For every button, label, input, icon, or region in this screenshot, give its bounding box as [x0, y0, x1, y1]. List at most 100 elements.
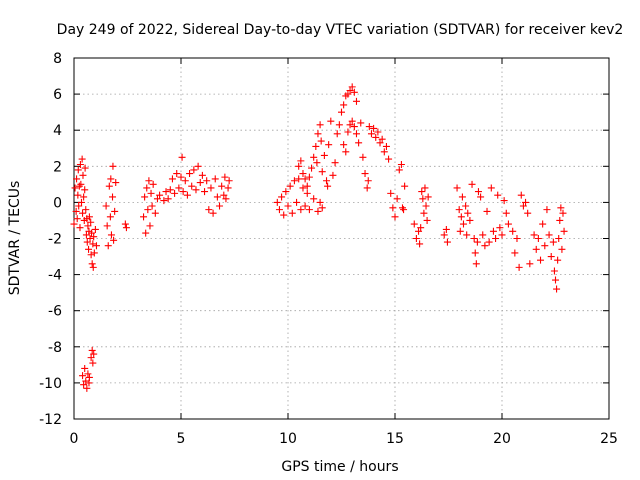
data-point: [179, 188, 187, 196]
data-point: [511, 249, 519, 257]
data-point: [453, 184, 461, 192]
y-tick-label: -6: [48, 304, 62, 320]
data-point: [224, 184, 232, 192]
data-point: [327, 117, 335, 125]
data-point: [346, 86, 354, 94]
data-point: [188, 182, 196, 190]
data-point: [463, 231, 471, 239]
data-point: [552, 276, 559, 284]
data-point: [192, 186, 200, 194]
data-point: [350, 88, 358, 96]
data-point: [423, 216, 431, 224]
data-point: [456, 227, 464, 235]
data-point: [303, 182, 311, 190]
data-point: [178, 153, 186, 161]
data-point: [401, 182, 409, 190]
data-point: [376, 139, 384, 147]
data-point: [146, 222, 154, 230]
data-point: [310, 153, 318, 161]
data-point: [81, 164, 89, 172]
data-point: [205, 206, 213, 214]
data-point: [83, 384, 91, 392]
x-tick-label: 10: [279, 431, 297, 447]
data-point: [91, 225, 99, 233]
data-point: [342, 148, 350, 156]
data-point: [355, 139, 363, 147]
data-point: [391, 213, 399, 221]
data-point: [395, 166, 403, 174]
data-point: [90, 350, 98, 358]
data-point: [83, 238, 91, 246]
y-tick-label: -8: [48, 340, 62, 356]
data-point: [541, 242, 549, 250]
data-point: [79, 209, 87, 217]
data-point: [103, 222, 111, 230]
data-point: [301, 175, 309, 183]
data-point: [273, 198, 281, 206]
data-point: [348, 117, 356, 125]
data-point: [280, 211, 288, 219]
data-point: [346, 121, 354, 129]
data-point: [162, 188, 170, 196]
data-point: [181, 177, 189, 185]
data-point: [293, 198, 301, 206]
data-point: [145, 177, 153, 185]
data-point: [297, 206, 305, 214]
data-point: [335, 121, 343, 129]
data-point: [88, 260, 96, 268]
data-point: [559, 209, 567, 217]
x-tick-label: 25: [600, 431, 618, 447]
data-point: [89, 359, 97, 367]
data-point: [378, 135, 386, 143]
data-point: [89, 240, 97, 248]
data-point: [201, 188, 209, 196]
data-point: [555, 235, 563, 242]
data-point: [183, 191, 191, 199]
data-point: [149, 180, 157, 188]
data-point: [498, 231, 506, 239]
data-point: [560, 227, 568, 235]
y-tick-label: 6: [53, 87, 62, 103]
data-point: [364, 177, 372, 185]
data-point: [186, 170, 194, 178]
data-point: [410, 220, 418, 228]
data-point: [166, 186, 174, 194]
data-point: [102, 202, 110, 210]
data-point: [177, 173, 185, 181]
grid-lines: [74, 58, 609, 419]
data-point: [305, 173, 313, 181]
data-point: [85, 245, 93, 253]
data-point: [477, 193, 485, 201]
data-point: [398, 204, 406, 212]
data-point: [168, 175, 176, 183]
data-point: [485, 238, 493, 246]
data-point: [81, 364, 89, 372]
data-point: [171, 189, 179, 197]
data-point: [288, 209, 296, 217]
data-point: [489, 227, 497, 235]
data-point: [153, 195, 161, 203]
data-point: [370, 124, 378, 132]
data-point: [513, 235, 521, 242]
data-point: [420, 209, 428, 217]
data-point: [471, 249, 479, 257]
data-point: [90, 249, 98, 257]
data-point: [340, 141, 348, 149]
data-point: [310, 195, 318, 203]
data-point: [84, 370, 92, 378]
data-point: [515, 263, 523, 271]
data-point: [305, 206, 313, 214]
data-point: [75, 182, 83, 190]
data-point: [160, 197, 168, 205]
data-point: [314, 130, 322, 138]
data-point: [107, 175, 115, 183]
data-point: [457, 213, 465, 221]
data-point: [329, 171, 337, 179]
data-point: [216, 202, 224, 210]
data-point: [77, 180, 85, 188]
y-tick-label: -2: [48, 232, 62, 248]
data-point: [295, 162, 303, 170]
data-point: [462, 202, 470, 210]
data-point: [468, 180, 476, 188]
data-point: [359, 153, 367, 161]
